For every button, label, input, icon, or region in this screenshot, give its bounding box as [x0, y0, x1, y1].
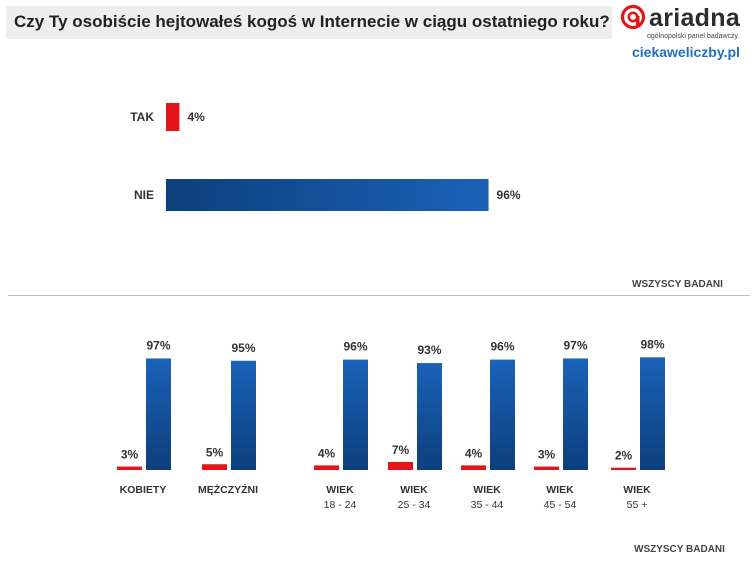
bar-no	[490, 359, 515, 470]
group-label: WIEK	[473, 484, 501, 496]
value-label-no: 98%	[640, 337, 664, 351]
bar-no	[640, 357, 665, 470]
value-label-no: 96%	[490, 340, 514, 354]
group-label: 45 - 54	[544, 499, 577, 511]
value-label-no: 93%	[417, 343, 441, 357]
group-label: WIEK	[546, 484, 574, 496]
value-label-yes: 2%	[615, 449, 633, 463]
value-label-no: 97%	[563, 338, 587, 352]
bar-no	[231, 360, 256, 470]
ariadna-logo: ariadna ogólnopolski panel badawczy	[620, 4, 750, 44]
value-label-yes: 3%	[121, 448, 139, 462]
group-label: WIEK	[400, 484, 428, 496]
bar-yes	[117, 466, 142, 470]
bar-yes	[202, 464, 227, 470]
bar-yes	[611, 467, 636, 470]
value-label-yes: 3%	[538, 448, 556, 462]
category-label-nie: NIE	[134, 188, 154, 202]
bar-no	[343, 359, 368, 470]
bar-yes	[314, 465, 339, 470]
group-label: WIEK	[623, 484, 651, 496]
bar-tak	[166, 103, 180, 131]
bar-yes	[534, 466, 559, 470]
ariadna-logo-icon	[620, 4, 646, 30]
bar-yes	[461, 465, 486, 470]
value-label-no: 96%	[343, 340, 367, 354]
bar-no	[563, 358, 588, 470]
demographic-bar-chart: 3% 97% KOBIETY 5% 95% MĘŻCZYŹNI 4% 96% WIEK 18 - …	[117, 337, 665, 511]
logo-tagline: ogólnopolski panel badawczy	[647, 33, 739, 40]
value-label-yes: 5%	[206, 445, 224, 459]
group-label: MĘŻCZYŹNI	[198, 483, 258, 496]
respondents-note-top: WSZYSCY BADANI	[632, 279, 723, 290]
group-label: 18 - 24	[324, 499, 357, 511]
bar-no	[146, 358, 171, 470]
overall-bar-chart: TAK 4% NIE 96%	[130, 103, 521, 211]
value-label-nie: 96%	[497, 188, 521, 202]
group-label: WIEK	[326, 484, 354, 496]
group-label: 55 +	[627, 499, 648, 511]
site-name: ciekaweliczby.pl	[632, 44, 740, 60]
bar-yes	[388, 461, 413, 470]
value-label-no: 97%	[146, 338, 170, 352]
group-label: 35 - 44	[471, 499, 504, 511]
title-band	[6, 6, 612, 39]
group-label: KOBIETY	[120, 484, 167, 496]
value-label-yes: 7%	[392, 443, 410, 457]
value-label-no: 95%	[231, 341, 255, 355]
logo-brand: ariadna	[649, 4, 741, 32]
bar-nie	[166, 179, 489, 211]
group-label: 25 - 34	[398, 499, 431, 511]
value-label-yes: 4%	[465, 446, 483, 460]
category-label-tak: TAK	[130, 110, 154, 124]
value-label-yes: 4%	[318, 446, 336, 460]
divider	[8, 295, 750, 296]
bar-no	[417, 363, 442, 470]
value-label-tak: 4%	[187, 110, 205, 124]
chart-title: Czy Ty osobiście hejtowałeś kogoś w Inte…	[14, 12, 610, 31]
respondents-note-bottom: WSZYSCY BADANI	[634, 544, 725, 555]
